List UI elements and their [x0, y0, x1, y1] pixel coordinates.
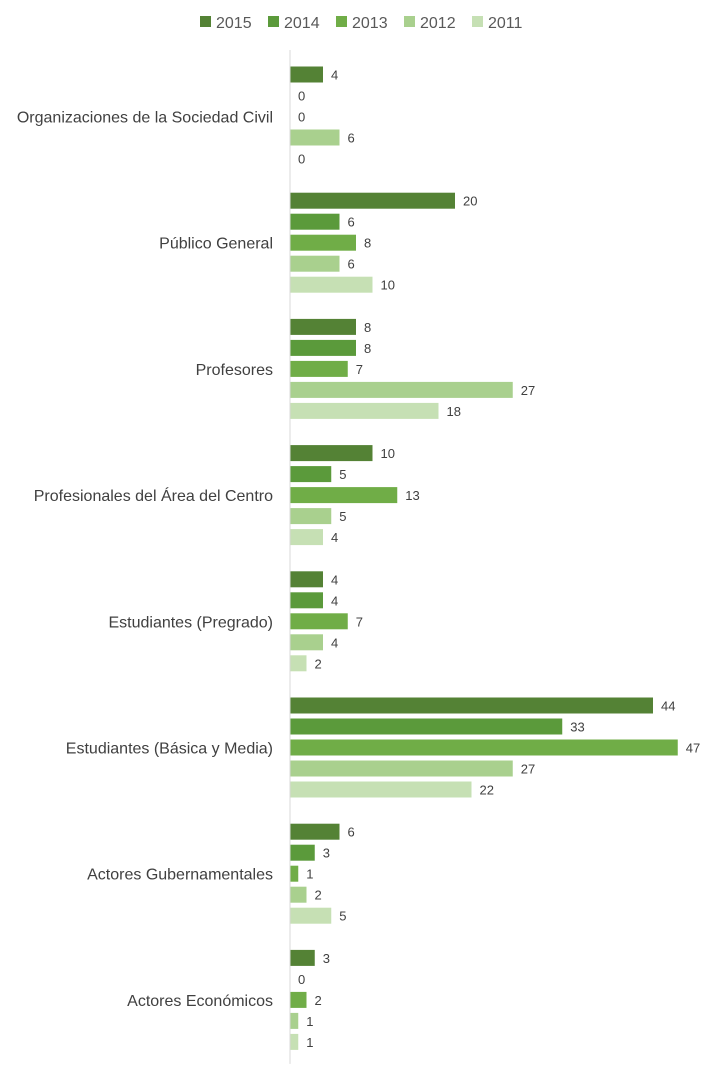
bar-2012: [290, 508, 332, 525]
data-label-2011: 0: [298, 152, 305, 167]
data-label-2013: 47: [686, 741, 700, 756]
category-label: Estudiantes (Básica y Media): [66, 741, 273, 758]
legend-label-2014: 2014: [284, 15, 320, 32]
bar-2014: [290, 339, 356, 356]
data-label-2012: 1: [306, 1014, 313, 1029]
bar-2012: [290, 381, 513, 398]
bar-2013: [290, 739, 678, 756]
data-label-2014: 4: [331, 593, 338, 608]
data-label-2013: 1: [306, 867, 313, 882]
data-label-2015: 10: [381, 446, 395, 461]
bar-2012: [290, 886, 307, 903]
bar-2011: [290, 276, 373, 293]
category-label: Estudiantes (Pregrado): [108, 614, 273, 631]
bar-2013: [290, 865, 299, 882]
bar-2011: [290, 907, 332, 924]
bar-2011: [290, 655, 307, 672]
data-label-2013: 2: [315, 993, 322, 1008]
legend-label-2013: 2013: [352, 15, 388, 32]
bar-2015: [290, 697, 653, 714]
bar-2013: [290, 487, 398, 504]
bar-2013: [290, 360, 348, 377]
data-label-2014: 6: [348, 215, 355, 230]
bar-2012: [290, 760, 513, 777]
data-label-2014: 3: [323, 846, 330, 861]
bars: [290, 66, 678, 1050]
bar-2015: [290, 318, 356, 335]
bar-2013: [290, 991, 307, 1008]
data-label-2011: 22: [480, 783, 494, 798]
data-label-2013: 7: [356, 362, 363, 377]
bar-2012: [290, 1012, 299, 1029]
data-label-2011: 5: [339, 909, 346, 924]
data-label-2011: 2: [315, 656, 322, 671]
bar-2015: [290, 949, 315, 966]
legend-swatch-2015: [200, 16, 211, 27]
bar-2013: [290, 234, 356, 251]
data-label-2015: 44: [661, 699, 675, 714]
data-label-2012: 27: [521, 762, 535, 777]
data-label-2013: 13: [405, 488, 419, 503]
bar-2015: [290, 445, 373, 462]
category-label: Actores Gubernamentales: [87, 867, 273, 884]
bar-2015: [290, 823, 340, 840]
bar-2015: [290, 571, 323, 588]
data-label-2011: 18: [447, 404, 461, 419]
data-label-2011: 1: [306, 1035, 313, 1050]
bar-2015: [290, 66, 323, 83]
bar-2011: [290, 529, 323, 546]
data-label-2012: 4: [331, 635, 338, 650]
data-label-2013: 0: [298, 110, 305, 125]
bar-2012: [290, 255, 340, 272]
category-label: Público General: [159, 236, 273, 253]
data-label-2013: 7: [356, 614, 363, 629]
bar-2011: [290, 781, 472, 798]
bar-2014: [290, 466, 332, 483]
data-label-2015: 20: [463, 194, 477, 209]
data-label-2014: 0: [298, 89, 305, 104]
data-label-2015: 4: [331, 68, 338, 83]
data-label-2011: 10: [381, 278, 395, 293]
category-label: Actores Económicos: [127, 993, 273, 1010]
category-label: Profesores: [196, 362, 273, 379]
category-labels: Organizaciones de la Sociedad Civil Públi…: [17, 110, 273, 1010]
data-label-2012: 6: [348, 257, 355, 272]
legend-label-2012: 2012: [420, 15, 456, 32]
legend-swatch-2014: [268, 16, 279, 27]
data-label-2014: 5: [339, 467, 346, 482]
data-label-2012: 27: [521, 383, 535, 398]
bar-2012: [290, 634, 323, 651]
bar-2015: [290, 192, 455, 209]
bar-2014: [290, 844, 315, 861]
category-label: Organizaciones de la Sociedad Civil: [17, 110, 273, 127]
bar-2011: [290, 1033, 299, 1050]
bar-2011: [290, 402, 439, 419]
legend-label-2015: 2015: [216, 15, 252, 32]
data-label-2015: 8: [364, 320, 371, 335]
legend-label-2011: 2011: [488, 15, 523, 32]
data-label-2011: 4: [331, 530, 338, 545]
legend: 2015 2014 2013 2012 2011: [200, 15, 523, 32]
legend-swatch-2011: [472, 16, 483, 27]
bar-2013: [290, 613, 348, 630]
value-labels: 4006020686108872718105135444742443347272…: [298, 68, 700, 1050]
data-label-2012: 5: [339, 509, 346, 524]
data-label-2014: 0: [298, 972, 305, 987]
legend-swatch-2013: [336, 16, 347, 27]
bar-2012: [290, 129, 340, 146]
data-label-2015: 3: [323, 951, 330, 966]
data-label-2012: 2: [315, 888, 322, 903]
bar-2014: [290, 718, 563, 735]
data-label-2015: 6: [348, 825, 355, 840]
bar-2014: [290, 592, 323, 609]
data-label-2012: 6: [348, 131, 355, 146]
legend-swatch-2012: [404, 16, 415, 27]
data-label-2014: 8: [364, 341, 371, 356]
data-label-2014: 33: [570, 720, 584, 735]
data-label-2015: 4: [331, 572, 338, 587]
category-label: Profesionales del Área del Centro: [34, 486, 273, 505]
bar-2014: [290, 213, 340, 230]
data-label-2013: 8: [364, 236, 371, 251]
